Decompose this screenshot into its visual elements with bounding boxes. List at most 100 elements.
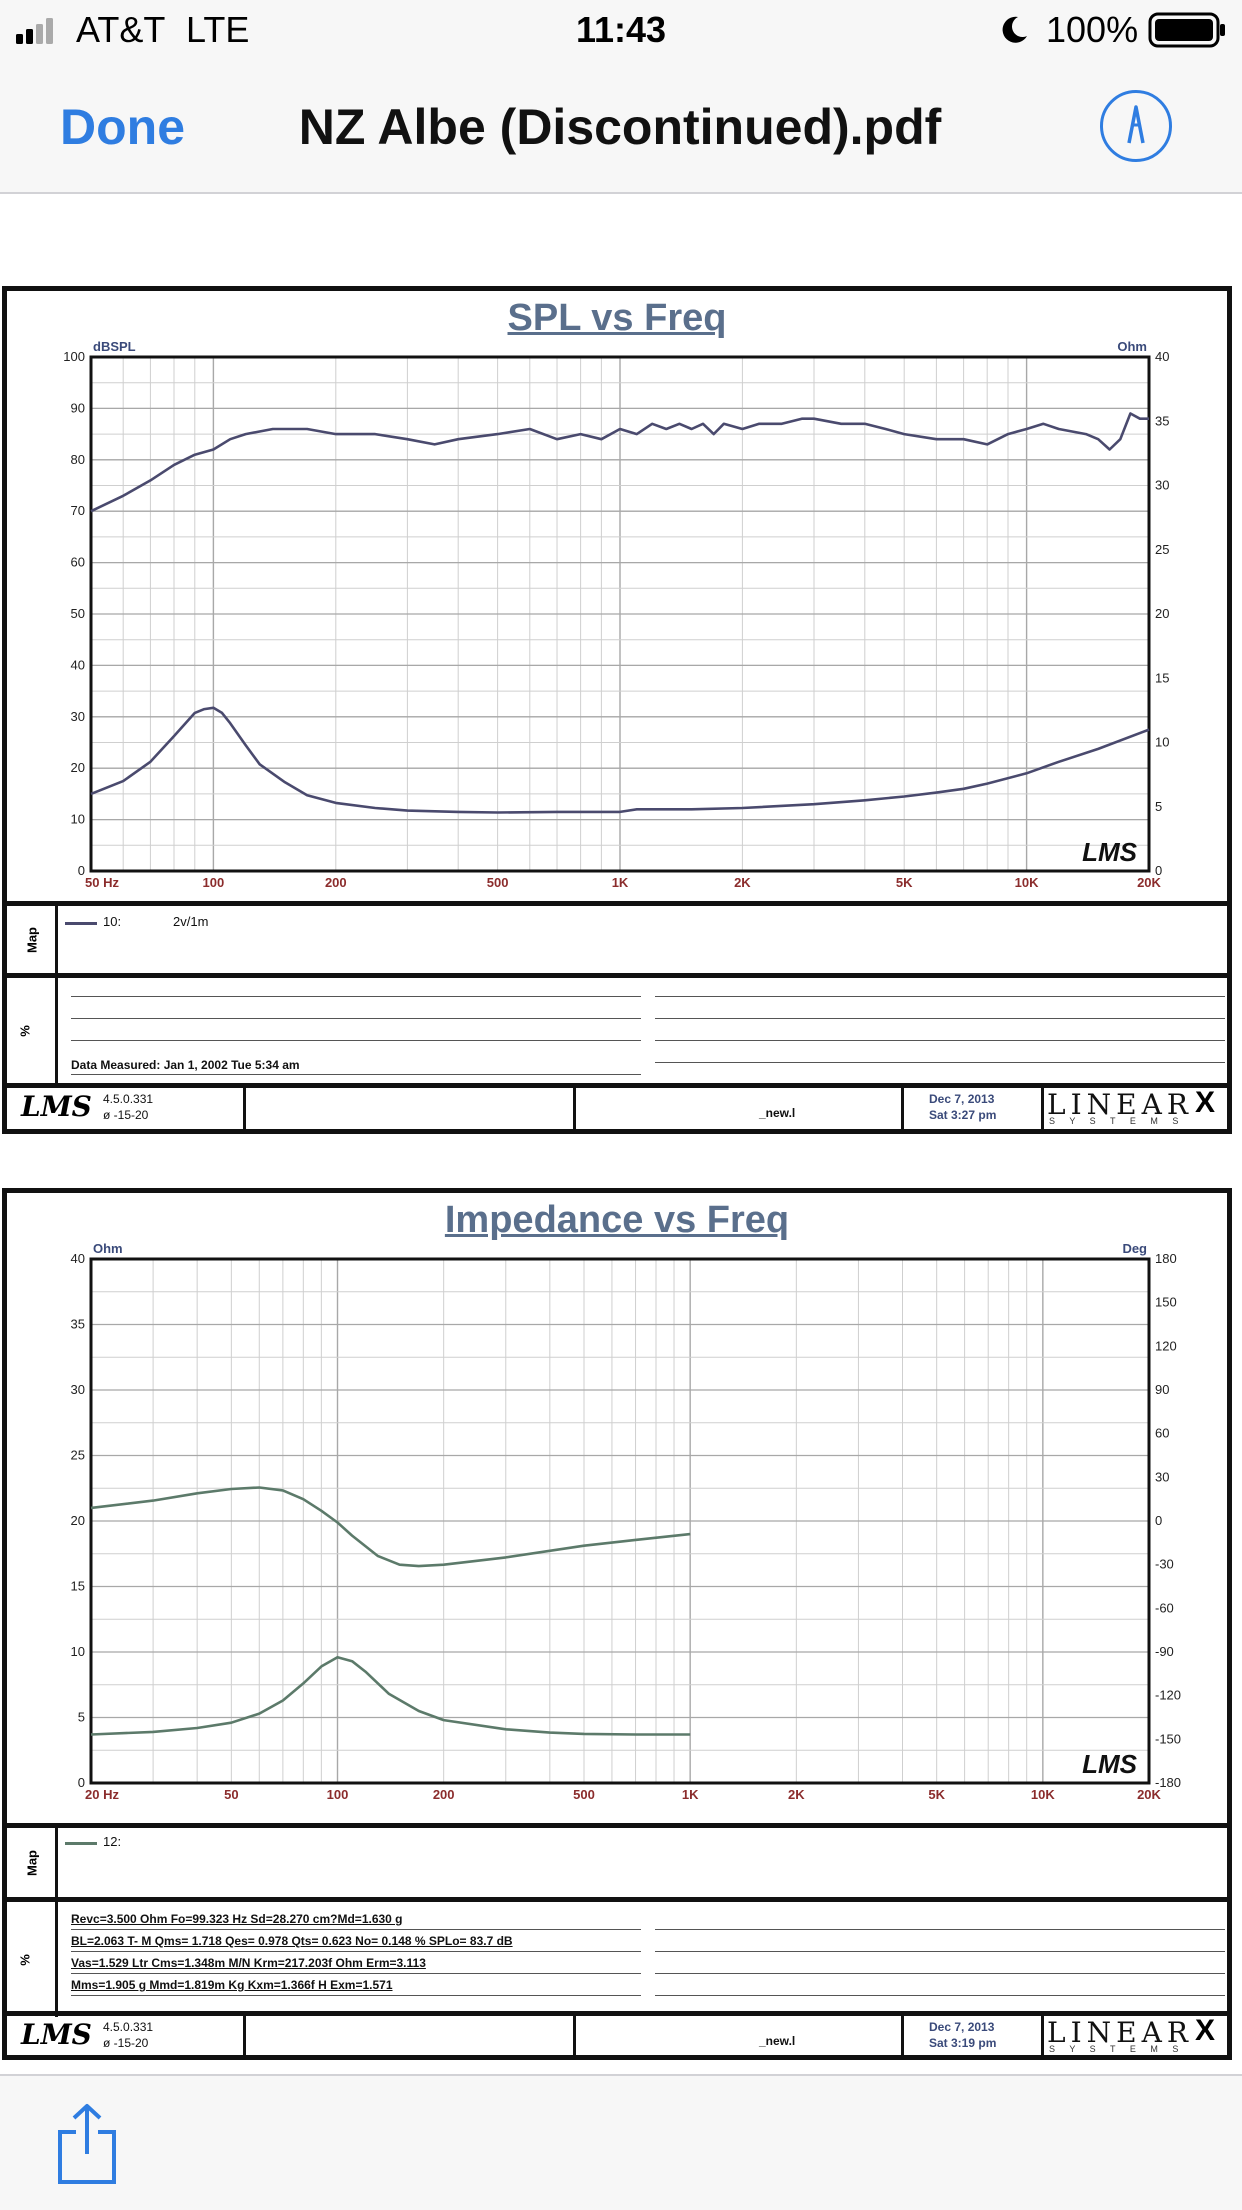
note-line: [71, 1929, 641, 1930]
note-line: [655, 1929, 1225, 1930]
y2-tick-label: 0: [1155, 863, 1162, 878]
markup-button[interactable]: [1100, 90, 1172, 162]
impedance-chart: 0 5 10 15 20 25 30 35 40 -180 -150 -120 -90 -60 -30 0 30…: [71, 1241, 1182, 1802]
y2-tick-label: -60: [1155, 1600, 1174, 1615]
lms-logo: LMS: [21, 1090, 92, 1123]
spl-chart: 0 10 20 30 40 50 60 70 80 90 100 0 5 10 15 20 25 30 35 40 50…: [63, 339, 1169, 890]
y2-tick-label: 150: [1155, 1295, 1177, 1310]
y-tick-label: 40: [71, 1251, 85, 1266]
done-button[interactable]: Done: [60, 99, 185, 155]
y2-tick-label: -180: [1155, 1775, 1181, 1790]
footer-cell-version: LMS 4.5.0.331 ø -15-20: [7, 1088, 246, 1129]
note-line: [655, 1951, 1225, 1952]
y2-tick-label: -30: [1155, 1557, 1174, 1572]
legend-swatch: [65, 1842, 97, 1845]
document-title: NZ Albe (Discontinued).pdf: [298, 99, 942, 155]
y2-tick-label: 40: [1155, 349, 1169, 364]
y2-unit-label: Ohm: [1117, 339, 1147, 354]
note-line: [71, 1018, 641, 1019]
x-tick-label: 20 Hz: [85, 1787, 119, 1802]
x-tick-label: 50 Hz: [85, 875, 119, 890]
x-tick-label: 50: [224, 1787, 238, 1802]
x-tick-label: 500: [487, 875, 509, 890]
y2-tick-label: 5: [1155, 799, 1162, 814]
x-tick-label: 5K: [896, 875, 913, 890]
x-tick-label: 200: [433, 1787, 455, 1802]
map-label: Map: [24, 1849, 40, 1876]
series-line-1: [90, 412, 1149, 513]
footer-cell-file: _new.l: [573, 1088, 904, 1129]
x-tick-label: 100: [327, 1787, 349, 1802]
y2-tick-label: 90: [1155, 1382, 1169, 1397]
legend-swatch: [65, 922, 97, 925]
param-line: Vas=1.529 Ltr Cms=1.348m M/N Krm=217.203…: [71, 1956, 426, 1970]
share-icon[interactable]: [56, 2102, 118, 2186]
y-tick-label: 70: [71, 503, 85, 518]
note-line: [71, 1951, 641, 1952]
file-name: _new.l: [759, 1106, 796, 1120]
battery-percent: 100%: [1046, 9, 1139, 50]
sheet-footer: LMS 4.5.0.331 ø -15-20 _new.l Dec 7, 201…: [7, 2011, 1227, 2057]
y2-tick-label: 120: [1155, 1338, 1177, 1353]
y2-tick-label: 30: [1155, 1469, 1169, 1484]
y-tick-label: 20: [71, 760, 85, 775]
carrier: AT&T: [76, 9, 166, 50]
y-tick-label: 30: [71, 709, 85, 724]
percent-label: %: [17, 1024, 33, 1037]
y-tick-label: 5: [78, 1710, 85, 1725]
map-label: Map: [24, 926, 40, 953]
linearx-x: X: [1195, 2014, 1216, 2047]
y2-tick-label: 0: [1155, 1513, 1162, 1528]
version: 4.5.0.331: [103, 1092, 154, 1106]
y2-tick-label: -90: [1155, 1644, 1174, 1659]
measured-date: Data Measured: Jan 1, 2002 Tue 5:34 am: [71, 1058, 300, 1072]
linearx-logo: LINEAR X S Y S T E M S: [1047, 1086, 1225, 1129]
y-tick-label: 10: [71, 1644, 85, 1659]
file-name: _new.l: [759, 2034, 796, 2048]
x-tick-label: 10K: [1015, 875, 1039, 890]
lms-watermark: LMS: [1082, 1749, 1138, 1779]
bottom-toolbar: [0, 2074, 1242, 2210]
battery-icon: [1148, 12, 1225, 48]
y-tick-label: 0: [78, 1775, 85, 1790]
version-sub: ø -15-20: [103, 1108, 149, 1122]
y-unit-label: dBSPL: [93, 339, 136, 354]
y2-tick-label: -150: [1155, 1731, 1181, 1746]
clock: 11:43: [575, 9, 667, 50]
note-line: [71, 1995, 641, 1996]
linearx-logo: LINEAR X S Y S T E M S: [1047, 2014, 1225, 2057]
footer-cell-blank: [243, 2016, 576, 2057]
y-tick-label: 0: [78, 863, 85, 878]
y2-tick-label: 15: [1155, 670, 1169, 685]
version-sub: ø -15-20: [103, 2036, 149, 2050]
y-tick-label: 25: [71, 1448, 85, 1463]
legend-text: 2v/1m: [173, 914, 209, 929]
y2-tick-label: 60: [1155, 1426, 1169, 1441]
sheet-footer: LMS 4.5.0.331 ø -15-20 _new.l Dec 7, 201…: [7, 1083, 1227, 1129]
legend-id: 10:: [103, 914, 122, 929]
note-line: [655, 1973, 1225, 1974]
x-tick-label: 2K: [788, 1787, 805, 1802]
x-tick-label: 5K: [928, 1787, 945, 1802]
y2-tick-label: -120: [1155, 1688, 1181, 1703]
param-line: Mms=1.905 g Mmd=1.819m Kg Kxm=1.366f H E…: [71, 1978, 393, 1992]
footer-cell-version: LMS 4.5.0.331 ø -15-20: [7, 2016, 246, 2057]
x-tick-label: 2K: [734, 875, 751, 890]
series-line-2: [90, 706, 1150, 814]
pdf-document[interactable]: SPL vs Freq 0 10 20 30 40 50 60 70 80 90 100 0 5 10 15…: [0, 194, 1242, 2074]
y-tick-label: 35: [71, 1317, 85, 1332]
note-line: [655, 1018, 1225, 1019]
x-tick-label: 10K: [1031, 1787, 1055, 1802]
network-type: LTE: [186, 9, 250, 50]
note-line: [655, 1995, 1225, 1996]
chart-title: SPL vs Freq: [507, 297, 727, 339]
y-tick-label: 60: [71, 555, 85, 570]
x-tick-label: 1K: [612, 875, 629, 890]
y2-tick-label: 20: [1155, 606, 1169, 621]
x-tick-label: 20K: [1137, 875, 1161, 890]
plot-frame: [89, 355, 1151, 873]
note-line: [655, 1062, 1225, 1063]
footer-time: Sat 3:19 pm: [929, 2036, 997, 2050]
y-tick-label: 40: [71, 657, 85, 672]
note-line: [71, 1973, 641, 1974]
